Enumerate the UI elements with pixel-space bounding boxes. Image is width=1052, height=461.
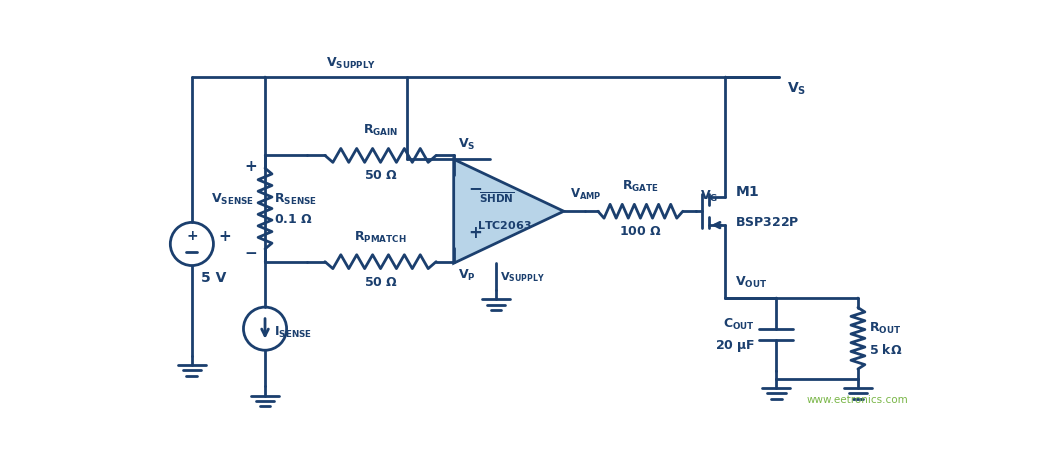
Text: $\mathbf{V}_{\mathbf{SENSE}}$: $\mathbf{V}_{\mathbf{SENSE}}$ <box>210 192 254 207</box>
Text: $\mathbf{R}_{\mathbf{OUT}}$: $\mathbf{R}_{\mathbf{OUT}}$ <box>870 321 902 336</box>
Text: $\mathbf{0.1\ \Omega}$: $\mathbf{0.1\ \Omega}$ <box>275 213 312 226</box>
Text: $\mathbf{100\ \Omega}$: $\mathbf{100\ \Omega}$ <box>619 225 662 238</box>
Text: $\mathbf{V}_{\mathbf{SUPPLY}}$: $\mathbf{V}_{\mathbf{SUPPLY}}$ <box>326 56 377 71</box>
Text: $\overline{\mathbf{SHDN}}$: $\overline{\mathbf{SHDN}}$ <box>479 190 514 205</box>
Text: 5 V: 5 V <box>201 271 226 285</box>
Text: www.eetronics.com: www.eetronics.com <box>807 395 909 405</box>
Text: $\mathbf{V}_{\mathbf{S}}$: $\mathbf{V}_{\mathbf{S}}$ <box>458 136 476 152</box>
Text: $\mathbf{R}_{\mathbf{PMATCH}}$: $\mathbf{R}_{\mathbf{PMATCH}}$ <box>355 230 407 245</box>
Text: $\mathbf{5\ k\Omega}$: $\mathbf{5\ k\Omega}$ <box>870 343 903 357</box>
Text: $\mathbf{R}_{\mathbf{SENSE}}$: $\mathbf{R}_{\mathbf{SENSE}}$ <box>275 192 317 207</box>
Text: $\mathbf{50\ \Omega}$: $\mathbf{50\ \Omega}$ <box>364 169 398 182</box>
Text: $\mathbf{R}_{\mathbf{GATE}}$: $\mathbf{R}_{\mathbf{GATE}}$ <box>622 179 659 194</box>
Text: $\mathbf{M1}$: $\mathbf{M1}$ <box>734 185 760 199</box>
Text: +: + <box>244 160 258 174</box>
Text: −: − <box>244 247 258 261</box>
Text: $\mathbf{-}$: $\mathbf{-}$ <box>467 178 482 196</box>
Text: $\mathbf{LTC2063}$: $\mathbf{LTC2063}$ <box>478 219 532 231</box>
Text: +: + <box>186 229 198 243</box>
Text: $\mathbf{V}_{\mathbf{SUPPLY}}$: $\mathbf{V}_{\mathbf{SUPPLY}}$ <box>500 270 545 284</box>
Text: $\mathbf{20\ \mu F}$: $\mathbf{20\ \mu F}$ <box>714 338 754 355</box>
Text: +: + <box>219 229 231 244</box>
Text: $\mathbf{C}_{\mathbf{OUT}}$: $\mathbf{C}_{\mathbf{OUT}}$ <box>723 317 754 332</box>
Text: $\mathbf{V}_{\mathbf{G}}$: $\mathbf{V}_{\mathbf{G}}$ <box>700 189 719 204</box>
Text: $\mathbf{V}_{\mathbf{AMP}}$: $\mathbf{V}_{\mathbf{AMP}}$ <box>570 187 602 202</box>
Text: $\mathbf{V}_{\mathbf{P}}$: $\mathbf{V}_{\mathbf{P}}$ <box>458 268 476 283</box>
Text: $\mathbf{50\ \Omega}$: $\mathbf{50\ \Omega}$ <box>364 276 398 289</box>
Text: $\mathbf{I}_{\mathbf{SENSE}}$: $\mathbf{I}_{\mathbf{SENSE}}$ <box>275 325 312 340</box>
Polygon shape <box>453 159 564 263</box>
Text: $\mathbf{R}_{\mathbf{GAIN}}$: $\mathbf{R}_{\mathbf{GAIN}}$ <box>363 124 399 138</box>
Text: $\mathbf{+}$: $\mathbf{+}$ <box>467 224 482 242</box>
Text: $\mathbf{V}_{\mathbf{S}}$: $\mathbf{V}_{\mathbf{S}}$ <box>787 81 806 97</box>
Text: $\mathbf{V}_{\mathbf{OUT}}$: $\mathbf{V}_{\mathbf{OUT}}$ <box>734 275 767 290</box>
Text: $\mathbf{BSP322P}$: $\mathbf{BSP322P}$ <box>734 216 800 229</box>
